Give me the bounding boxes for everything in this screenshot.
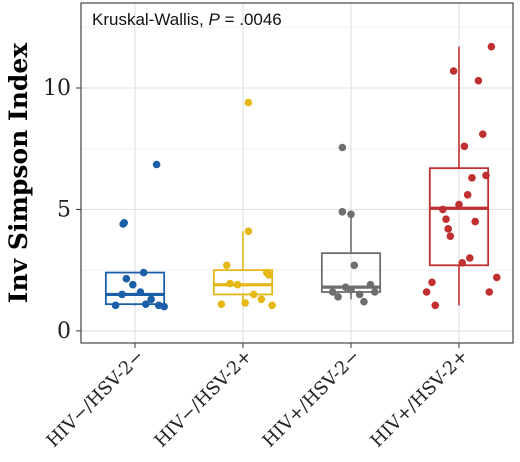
data-point	[485, 288, 494, 296]
data-point	[366, 280, 375, 289]
data-point	[355, 290, 364, 299]
data-point	[328, 288, 337, 296]
stat-annotation-p-symbol: P	[209, 10, 221, 29]
data-point	[338, 208, 347, 216]
data-point	[334, 293, 342, 301]
data-point	[449, 67, 458, 75]
data-point	[152, 160, 161, 169]
data-point	[268, 301, 276, 310]
y-tick-label: 5	[57, 197, 71, 222]
data-point	[139, 268, 148, 277]
stat-annotation-prefix: Kruskal-Wallis,	[92, 10, 209, 29]
x-tick-label: HIV−/HSV-2+	[151, 346, 257, 452]
data-point	[226, 279, 234, 288]
x-tick-label: HIV+/HSV-2+	[367, 346, 473, 452]
data-point	[466, 254, 474, 262]
y-tick-label: 10	[43, 76, 71, 101]
x-tick-label: HIV+/HSV-2−	[259, 346, 365, 452]
data-point	[442, 215, 450, 223]
data-point	[439, 205, 447, 214]
data-point	[147, 295, 155, 304]
data-point	[338, 143, 347, 152]
data-point	[493, 273, 501, 282]
data-point	[347, 210, 355, 219]
x-tick-label: HIV−/HSV-2−	[43, 346, 149, 452]
data-point	[257, 295, 266, 304]
data-point	[122, 274, 131, 283]
data-point	[265, 271, 273, 279]
box-iqr	[212, 269, 274, 296]
plot-panel: Kruskal-Wallis, P = .0046	[80, 2, 514, 344]
data-point	[223, 261, 231, 270]
stat-annotation-p-value: = .0046	[220, 10, 282, 29]
plot-border	[80, 2, 514, 344]
data-point	[217, 300, 226, 308]
data-point	[119, 220, 127, 228]
data-point	[428, 278, 436, 287]
y-tick-label: 0	[57, 319, 71, 344]
data-point	[244, 98, 253, 107]
data-point	[468, 174, 476, 182]
data-point	[471, 217, 480, 226]
data-point	[129, 280, 137, 289]
box-iqr	[428, 167, 490, 267]
data-point	[111, 301, 120, 310]
data-point	[370, 288, 379, 296]
data-point	[118, 290, 126, 299]
data-point	[341, 283, 350, 291]
data-point	[431, 301, 440, 310]
data-point	[241, 299, 249, 307]
box-group	[104, 271, 166, 306]
data-point	[444, 225, 453, 233]
plot-background	[81, 3, 513, 343]
data-point	[460, 142, 469, 151]
data-point	[142, 300, 150, 308]
data-point	[136, 288, 145, 296]
data-point	[446, 232, 455, 240]
data-point	[478, 130, 487, 138]
data-point	[360, 297, 368, 306]
data-point	[250, 290, 258, 299]
data-point	[474, 76, 483, 85]
y-axis-label: Inv Simpson Index	[4, 42, 33, 303]
data-point	[233, 280, 242, 289]
data-point	[160, 302, 168, 311]
data-point	[350, 261, 359, 270]
data-points	[111, 42, 501, 311]
data-point	[244, 227, 253, 236]
data-point	[487, 42, 496, 51]
data-point	[482, 171, 490, 180]
stat-annotation: Kruskal-Wallis, P = .0046	[92, 10, 282, 29]
data-point	[422, 288, 431, 296]
data-point	[458, 259, 467, 267]
box-iqr	[104, 271, 166, 306]
data-point	[463, 191, 472, 199]
data-point	[455, 200, 463, 209]
